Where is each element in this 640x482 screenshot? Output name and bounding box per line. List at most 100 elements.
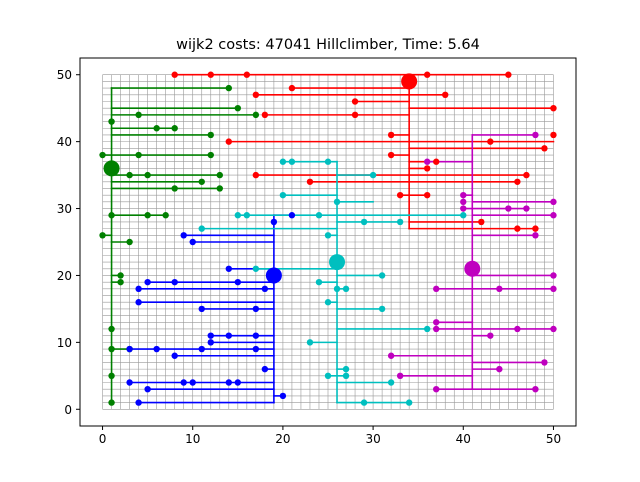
- house-point: [514, 225, 521, 232]
- house-point: [126, 171, 133, 179]
- house-point: [405, 399, 413, 406]
- house-point: [279, 158, 287, 165]
- house-point: [550, 212, 557, 219]
- house-point: [117, 278, 124, 286]
- house-point: [252, 305, 260, 313]
- house-point: [144, 386, 151, 393]
- battery-point: [103, 160, 120, 177]
- house-point: [126, 238, 133, 246]
- house-group-2: [99, 84, 260, 406]
- house-point: [550, 104, 557, 112]
- house-point: [135, 299, 142, 306]
- house-point: [216, 171, 223, 179]
- house-point: [189, 379, 196, 386]
- x-tick-label: 40: [456, 432, 471, 446]
- house-point: [324, 372, 332, 380]
- house-point: [225, 138, 232, 145]
- house-point: [288, 212, 296, 219]
- house-point: [108, 118, 115, 125]
- house-point: [207, 332, 214, 339]
- y-tick-label: 10: [57, 336, 72, 350]
- house-group-4: [198, 158, 467, 406]
- house-point: [550, 131, 557, 139]
- house-point: [478, 218, 485, 226]
- house-point: [424, 325, 431, 333]
- battery-point: [329, 254, 346, 271]
- house-point: [505, 205, 512, 212]
- y-tick-label: 20: [57, 269, 72, 283]
- house-point: [433, 325, 440, 333]
- house-point: [460, 191, 467, 199]
- house-point: [198, 345, 205, 353]
- house-point: [324, 299, 332, 306]
- house-point: [333, 198, 341, 206]
- house-point: [243, 71, 251, 78]
- house-point: [252, 171, 260, 179]
- house-point: [351, 98, 359, 105]
- house-point: [460, 212, 467, 219]
- axis-ticks: 0 10 20 30 40 50 0 10 20 30 40 50: [57, 68, 561, 446]
- chart-title: wijk2 costs: 47041 Hillclimber, Time: 5.…: [176, 37, 480, 53]
- house-point: [460, 205, 467, 212]
- y-tick-label: 0: [64, 403, 72, 417]
- house-point: [378, 272, 386, 279]
- house-point: [550, 272, 557, 279]
- house-point: [396, 218, 404, 226]
- house-point: [424, 165, 431, 172]
- house-point: [135, 399, 142, 406]
- house-point: [207, 151, 214, 159]
- house-point: [487, 138, 494, 145]
- house-point: [306, 339, 314, 346]
- house-point: [360, 218, 368, 226]
- house-point: [550, 198, 557, 206]
- house-point: [324, 158, 332, 165]
- x-tick-label: 10: [185, 432, 200, 446]
- house-point: [171, 125, 178, 132]
- house-point: [342, 365, 350, 373]
- house-point: [162, 212, 169, 219]
- house-point: [433, 158, 440, 165]
- batteries: [103, 73, 481, 284]
- house-point: [108, 325, 115, 333]
- house-point: [207, 71, 214, 78]
- house-point: [225, 84, 232, 92]
- house-point: [261, 365, 269, 373]
- houses: [99, 71, 557, 406]
- house-point: [234, 379, 242, 386]
- y-tick-label: 30: [57, 202, 72, 216]
- house-point: [144, 278, 151, 286]
- house-point: [180, 379, 187, 386]
- house-point: [117, 272, 124, 279]
- house-point: [252, 345, 260, 353]
- axes-frame: [79, 57, 577, 427]
- house-point: [324, 232, 332, 239]
- house-point: [216, 185, 223, 192]
- house-point: [496, 365, 503, 373]
- house-point: [523, 205, 530, 212]
- house-point: [360, 399, 368, 406]
- house-point: [207, 131, 214, 139]
- house-point: [252, 111, 260, 119]
- house-point: [189, 238, 196, 246]
- house-point: [153, 125, 160, 132]
- house-point: [424, 71, 431, 78]
- house-point: [198, 178, 205, 185]
- house-point: [487, 332, 494, 339]
- house-point: [207, 339, 214, 346]
- house-point: [252, 332, 260, 339]
- house-point: [234, 104, 242, 112]
- house-point: [144, 171, 151, 179]
- house-point: [99, 232, 106, 239]
- house-point: [424, 191, 431, 199]
- house-point: [288, 84, 296, 92]
- house-point: [333, 285, 341, 293]
- house-point: [279, 191, 287, 199]
- house-point: [460, 198, 467, 206]
- y-tick-label: 50: [57, 68, 72, 82]
- house-point: [261, 111, 269, 119]
- house-point: [315, 278, 323, 286]
- house-point: [523, 171, 530, 179]
- house-point: [234, 212, 242, 219]
